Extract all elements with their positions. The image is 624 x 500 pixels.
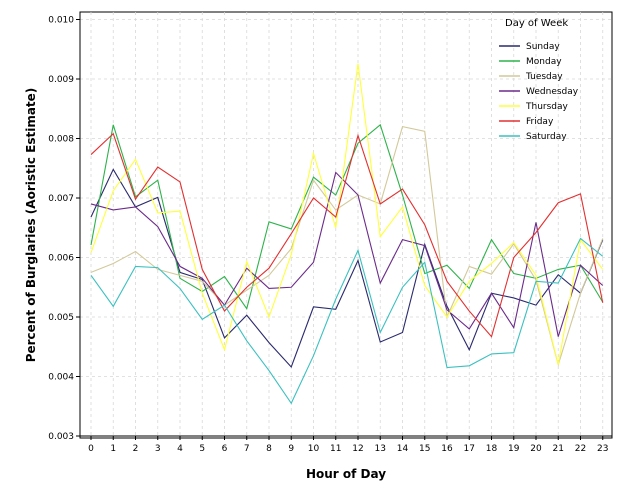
legend-label-tuesday: Tuesday xyxy=(525,72,563,82)
x-tick-label: 12 xyxy=(352,444,363,454)
x-tick-label: 19 xyxy=(508,444,520,454)
x-tick-label: 0 xyxy=(88,444,94,454)
y-tick-label: 0.009 xyxy=(48,75,74,85)
x-tick-label: 9 xyxy=(288,444,294,454)
x-tick-label: 23 xyxy=(597,444,608,454)
legend-label-friday: Friday xyxy=(526,117,554,127)
y-axis-title: Percent of Burglaries (Aoristic Estimate… xyxy=(24,88,38,363)
x-tick-label: 15 xyxy=(419,444,430,454)
legend-label-monday: Monday xyxy=(526,57,562,67)
x-tick-label: 10 xyxy=(308,444,320,454)
series-line-wednesday xyxy=(90,171,604,337)
legend-label-sunday: Sunday xyxy=(526,42,560,52)
x-tick-label: 5 xyxy=(199,444,205,454)
legend-label-saturday: Saturday xyxy=(526,132,567,142)
x-tick-label: 14 xyxy=(397,444,409,454)
x-tick-label: 20 xyxy=(530,444,542,454)
y-tick-label: 0.007 xyxy=(48,194,74,204)
y-tick-label: 0.005 xyxy=(48,313,74,323)
legend: Day of Week Sunday Monday Tuesday Wednesday… xyxy=(499,18,579,142)
y-axis-ticks: 0.003 0.004 0.005 0.006 0.007 0.008 0.009 0.010 xyxy=(48,16,80,442)
x-tick-label: 6 xyxy=(222,444,228,454)
legend-label-wednesday: Wednesday xyxy=(526,87,579,97)
x-tick-label: 8 xyxy=(266,444,272,454)
series-line-friday xyxy=(90,132,604,338)
x-tick-label: 4 xyxy=(177,444,183,454)
x-tick-label: 22 xyxy=(575,444,586,454)
y-tick-label: 0.004 xyxy=(48,373,74,383)
legend-label-thursday: Thursday xyxy=(525,102,569,112)
x-tick-label: 2 xyxy=(133,444,139,454)
x-tick-label: 7 xyxy=(244,444,250,454)
x-tick-label: 3 xyxy=(155,444,161,454)
y-tick-label: 0.010 xyxy=(48,16,74,26)
x-tick-label: 13 xyxy=(375,444,386,454)
y-tick-label: 0.006 xyxy=(48,254,74,264)
x-tick-label: 1 xyxy=(110,444,116,454)
x-tick-label: 18 xyxy=(486,444,498,454)
x-tick-label: 11 xyxy=(330,444,341,454)
series-line-saturday xyxy=(90,237,604,405)
series-lines xyxy=(90,63,604,405)
x-tick-label: 21 xyxy=(553,444,564,454)
legend-items: Sunday Monday Tuesday Wednesday Thursday Frid… xyxy=(499,42,579,142)
series-line-thursday xyxy=(90,63,604,365)
series-line-tuesday xyxy=(90,125,604,367)
x-axis-ticks: 0 1 2 3 4 5 6 7 8 9 10 11 12 13 14 15 16 17 18 19 20 21 22 23 xyxy=(88,436,608,454)
legend-title: Day of Week xyxy=(505,18,568,29)
x-tick-label: 16 xyxy=(441,444,453,454)
y-tick-label: 0.003 xyxy=(48,432,74,442)
x-tick-label: 17 xyxy=(464,444,475,454)
y-tick-label: 0.008 xyxy=(48,135,74,145)
series-line-monday xyxy=(90,123,604,310)
plot-frame xyxy=(79,11,613,439)
x-axis-title: Hour of Day xyxy=(306,467,386,481)
